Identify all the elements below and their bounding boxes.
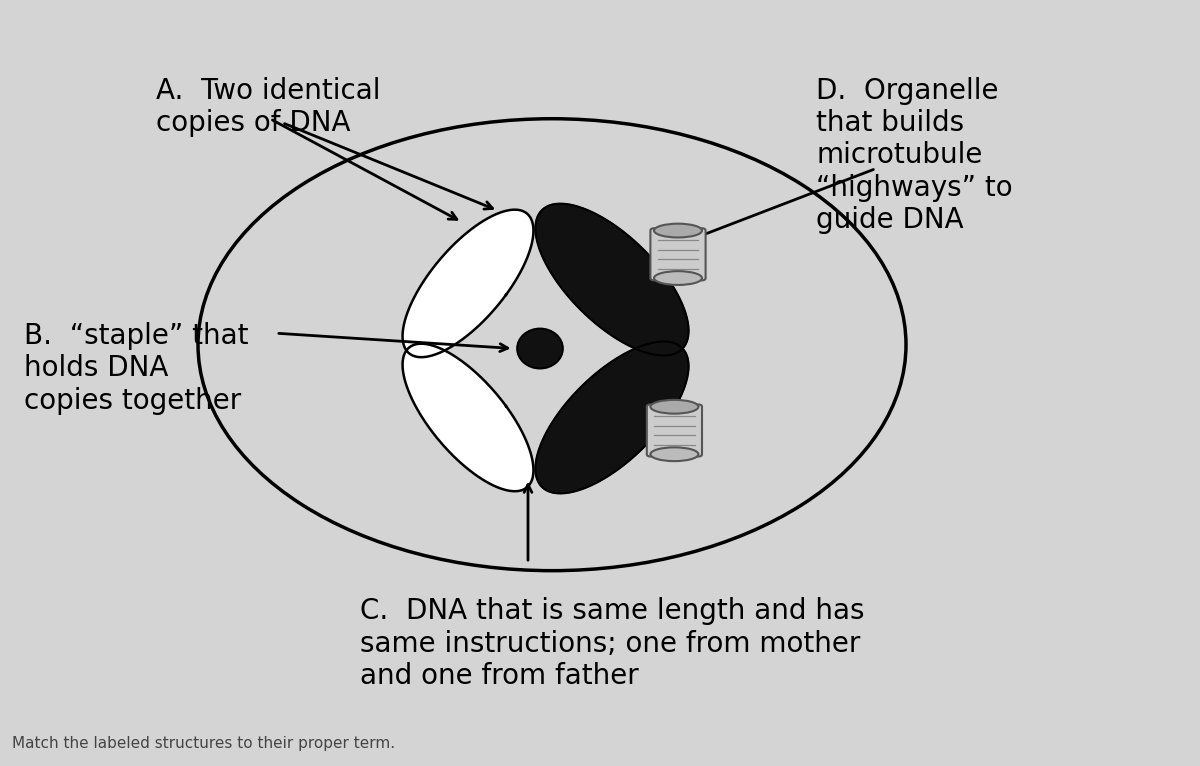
Text: Match the labeled structures to their proper term.: Match the labeled structures to their pr… xyxy=(12,735,395,751)
Polygon shape xyxy=(535,204,689,355)
FancyBboxPatch shape xyxy=(650,228,706,280)
FancyBboxPatch shape xyxy=(647,404,702,457)
Text: B.  “staple” that
holds DNA
copies together: B. “staple” that holds DNA copies togeth… xyxy=(24,322,248,414)
Ellipse shape xyxy=(650,400,698,414)
Polygon shape xyxy=(402,344,534,491)
Text: A.  Two identical
copies of DNA: A. Two identical copies of DNA xyxy=(156,77,380,137)
Polygon shape xyxy=(402,210,534,357)
Text: D.  Organelle
that builds
microtubule
“highways” to
guide DNA: D. Organelle that builds microtubule “hi… xyxy=(816,77,1013,234)
Ellipse shape xyxy=(650,447,698,461)
Ellipse shape xyxy=(517,329,563,368)
Polygon shape xyxy=(535,342,689,493)
Ellipse shape xyxy=(654,224,702,237)
Text: C.  DNA that is same length and has
same instructions; one from mother
and one f: C. DNA that is same length and has same … xyxy=(360,597,864,690)
Ellipse shape xyxy=(654,271,702,285)
